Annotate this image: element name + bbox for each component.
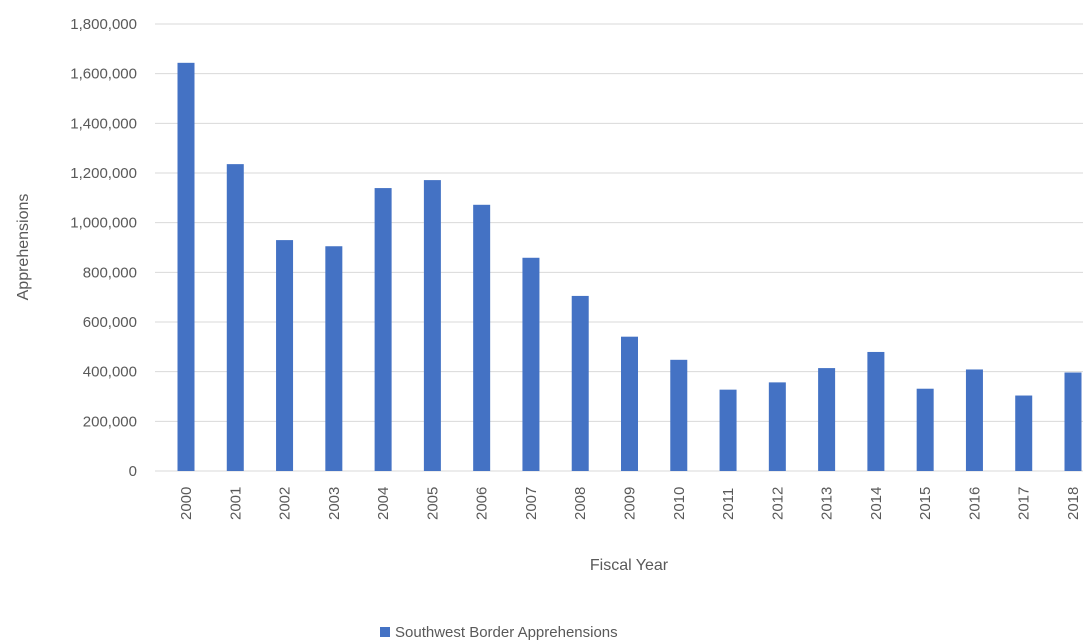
legend-swatch [380,627,390,637]
bar [818,368,836,471]
bar [719,389,737,471]
x-tick-label: 2018 [1065,487,1082,520]
bar [276,240,294,471]
x-tick-label: 2009 [622,487,639,520]
bar [571,295,589,471]
y-tick-label: 1,200,000 [70,165,137,182]
bar [670,359,688,471]
x-axis-title: Fiscal Year [590,557,669,574]
x-tick-label: 2013 [819,487,836,520]
bar [177,62,195,472]
bar [867,351,885,471]
x-tick-label: 2005 [424,487,441,520]
bar [473,204,491,471]
x-tick-label: 2007 [523,487,540,520]
bar [226,164,244,471]
gridlines [155,23,1083,472]
x-tick-label: 2008 [572,487,589,520]
y-tick-label: 1,000,000 [70,215,137,232]
bar [374,188,392,471]
x-tick-label: 2015 [917,487,934,520]
legend: Southwest Border Apprehensions [380,624,618,641]
x-tick-label: 2016 [966,487,983,520]
x-tick-label: 2012 [769,487,786,520]
y-tick-label: 1,800,000 [70,16,137,33]
x-tick-label: 2011 [720,488,737,520]
y-tick-label: 0 [129,463,137,480]
x-tick-label: 2004 [375,487,392,520]
bars [177,62,1082,472]
y-tick-label: 800,000 [83,264,137,281]
x-tick-label: 2000 [178,487,195,520]
y-tick-label: 400,000 [83,364,137,381]
x-tick-label: 2002 [277,487,294,520]
x-tick-label: 2017 [1016,487,1033,520]
y-axis-ticks: 0 200,000 400,000 600,000 800,000 1,000,000 1,… [70,16,137,480]
x-tick-label: 2010 [671,487,688,520]
bar [916,388,934,471]
x-tick-label: 2003 [326,487,343,520]
bar [965,369,983,471]
x-tick-label: 2001 [227,487,244,520]
x-tick-label: 2014 [868,487,885,520]
bar [768,382,786,471]
x-tick-label: 2006 [474,487,491,520]
legend-label: Southwest Border Apprehensions [395,624,618,641]
y-axis-title: Apprehensions [15,194,32,301]
bar [423,180,441,471]
y-tick-label: 600,000 [83,314,137,331]
y-tick-label: 1,600,000 [70,66,137,83]
bar [325,246,343,471]
x-axis-ticks: 2000 2001 2002 2003 2004 2005 2006 2007 2008 2009… [178,487,1082,520]
bar [1015,395,1033,471]
bar [522,257,540,471]
bar [1064,372,1082,471]
y-tick-label: 1,400,000 [70,115,137,132]
y-tick-label: 200,000 [83,413,137,430]
bar [621,336,638,471]
